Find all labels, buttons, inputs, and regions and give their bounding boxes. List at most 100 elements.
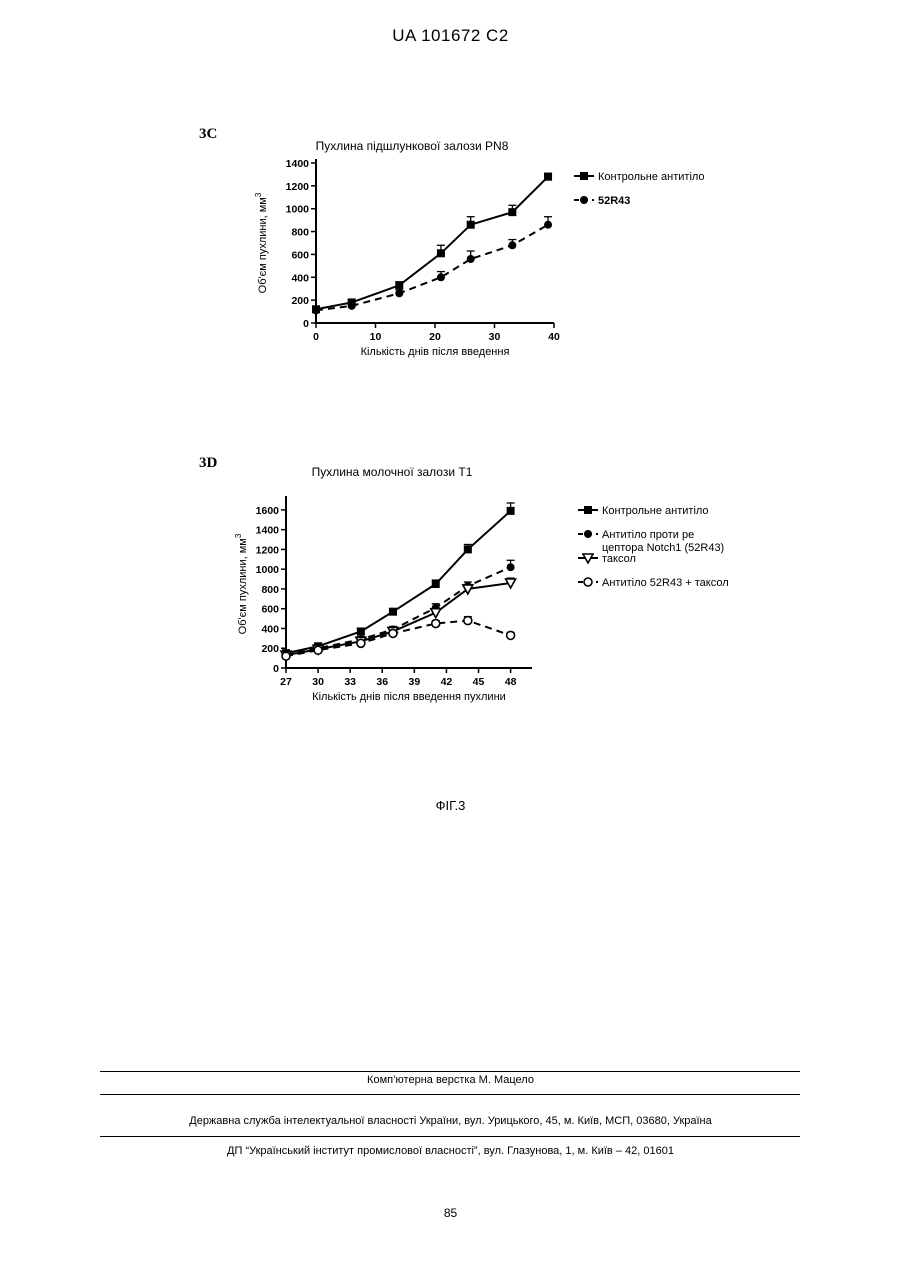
data-point [544,173,552,181]
y-tick-label: 400 [261,623,279,635]
legend-marker [580,196,588,204]
legend-marker [580,172,588,180]
series-4 [282,617,515,661]
data-point [395,281,403,289]
y-tick-label: 0 [303,318,309,330]
legend-label: Контрольне антитіло [598,171,705,183]
legend-label: Контрольне антитіло [602,505,709,517]
data-point [508,208,516,216]
chart-3d: Пухлина молочної залози Т127303336394245… [220,460,800,720]
x-tick-label: 30 [489,331,501,343]
x-axis-label: Кількість днів після введення [361,346,510,358]
x-tick-label: 27 [280,676,292,688]
y-tick-label: 1000 [256,564,280,576]
data-point [432,620,440,628]
y-tick-label: 1400 [256,525,280,537]
y-tick-label: 0 [273,663,279,675]
legend-item-1: Контрольне антитіло [578,505,709,517]
series-line [316,225,548,311]
x-tick-label: 36 [376,676,388,688]
y-tick-label: 1400 [286,158,310,170]
legend-item-3: таксол [578,553,636,565]
data-point [432,580,440,588]
x-tick-label: 48 [505,676,517,688]
patent-number: UA 101672 C2 [0,26,901,46]
panel-label-3d: 3D [199,455,217,472]
data-point [467,221,475,229]
chart-title: Пухлина молочної залози Т1 [312,465,473,479]
y-tick-label: 200 [291,295,309,307]
legend-label-line: Антитіло проти ре [602,529,694,541]
x-tick-label: 42 [441,676,453,688]
legend-marker [584,530,592,538]
legend-item-1: Контрольне антитіло [574,171,705,183]
legend-label-line: Контрольне антитіло [598,171,705,183]
footer-divider-1 [100,1071,800,1072]
legend-label-line: Контрольне антитіло [602,505,709,517]
data-point [508,241,516,249]
x-tick-label: 45 [473,676,485,688]
data-point [395,289,403,297]
data-point [467,255,475,263]
legend-label-line: 52R43 [598,195,630,207]
legend-item-4: Антитіло 52R43 + таксол [578,577,729,589]
y-tick-label: 400 [291,272,309,284]
legend-label: таксол [602,553,636,565]
legend-label: Антитіло проти рецептора Notch1 (52R43) [602,529,724,554]
data-point [312,306,320,314]
y-tick-label: 800 [261,584,279,596]
data-point [348,302,356,310]
data-point [357,627,365,635]
figure-caption: ФІГ.3 [0,798,901,813]
legend-label: 52R43 [598,195,630,207]
x-tick-label: 0 [313,331,319,343]
footer-divider-3 [100,1136,800,1137]
footer-typesetter: Комп’ютерна верстка М. Мацело [0,1074,901,1086]
y-tick-label: 1200 [256,544,280,556]
legend-marker [584,578,592,586]
y-tick-label: 200 [261,643,279,655]
data-point [437,273,445,281]
x-tick-label: 40 [548,331,560,343]
data-point [507,507,515,515]
y-axis-label-superscript: 3 [254,192,263,197]
data-point [357,639,365,647]
y-tick-label: 600 [291,249,309,261]
series-1 [312,173,552,314]
data-point [544,221,552,229]
data-point [507,631,515,639]
footer-institute-address: ДП “Український інститут промислової вла… [0,1145,901,1157]
data-point [437,249,445,257]
x-tick-label: 33 [344,676,356,688]
data-point [389,629,397,637]
x-tick-label: 10 [370,331,382,343]
legend-label-line: таксол [602,553,636,565]
y-axis-label: Об'єм пухлини, мм3 [254,192,269,293]
chart-title: Пухлина підшлункової залози PN8 [316,139,509,153]
chart-3c: Пухлина підшлункової залози PN8010203040… [240,130,800,370]
data-point [282,652,290,660]
data-point [507,563,515,571]
legend-label-line: Антитіло 52R43 + таксол [602,577,729,589]
x-axis-label: Кількість днів після введення пухлини [312,691,506,703]
y-tick-label: 1200 [286,181,310,193]
x-tick-label: 20 [429,331,441,343]
data-point [464,545,472,553]
y-tick-label: 600 [261,604,279,616]
footer-divider-2 [100,1094,800,1095]
data-point [464,617,472,625]
series-line [286,567,511,654]
footer-agency-address: Державна служба інтелектуальної власност… [0,1115,901,1127]
legend-item-2: 52R43 [574,195,630,207]
y-axis-label: Об'єм пухлини, мм3 [234,533,249,634]
data-point [314,646,322,654]
page-number: 85 [0,1206,901,1220]
y-tick-label: 1600 [256,505,280,517]
y-axis-label-superscript: 3 [234,533,243,538]
legend-item-2: Антитіло проти рецептора Notch1 (52R43) [578,529,724,554]
legend-label: Антитіло 52R43 + таксол [602,577,729,589]
y-tick-label: 1000 [286,204,310,216]
x-tick-label: 30 [312,676,324,688]
data-point [389,608,397,616]
x-tick-label: 39 [409,676,421,688]
